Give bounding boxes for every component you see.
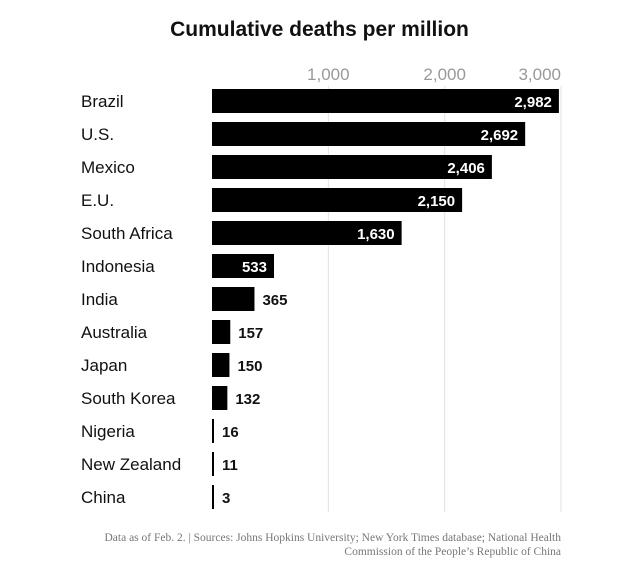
bar (212, 188, 463, 212)
category-label: South Africa (81, 224, 173, 243)
bar (212, 485, 214, 509)
value-label: 533 (242, 259, 267, 276)
x-tick-label: 2,000 (423, 65, 466, 84)
value-label: 1,630 (357, 226, 395, 243)
value-label: 11 (222, 457, 238, 474)
value-label: 2,150 (418, 193, 456, 210)
category-label: India (81, 290, 118, 309)
category-label: New Zealand (81, 455, 181, 474)
bar (212, 122, 526, 146)
value-label: 157 (238, 325, 263, 342)
bar (212, 254, 275, 278)
category-label: Indonesia (81, 257, 155, 276)
category-label: U.S. (81, 125, 114, 144)
category-label: Japan (81, 356, 127, 375)
bar (212, 287, 255, 311)
x-tick-label: 3,000 (518, 65, 561, 84)
bar (212, 89, 559, 113)
category-label: Mexico (81, 158, 135, 177)
bar (212, 155, 492, 179)
value-label: 132 (235, 391, 260, 408)
bar (212, 353, 230, 377)
source-note: Data as of Feb. 2. | Sources: Johns Hopk… (61, 531, 561, 559)
bar (212, 320, 231, 344)
value-label: 2,692 (481, 127, 519, 144)
source-note-line-2: Commission of the People’s Republic of C… (344, 546, 561, 558)
value-label: 365 (262, 292, 287, 309)
value-label: 2,982 (514, 94, 552, 111)
chart-title: Cumulative deaths per million (170, 18, 469, 41)
x-tick-label: 1,000 (307, 65, 350, 84)
bar (212, 419, 214, 443)
bar (212, 386, 228, 410)
bar (212, 221, 402, 245)
category-label: Australia (81, 323, 148, 342)
bar (212, 452, 214, 476)
value-label: 3 (222, 490, 230, 507)
source-note-line-1: Data as of Feb. 2. | Sources: Johns Hopk… (104, 532, 561, 544)
category-label: E.U. (81, 191, 114, 210)
category-label: Brazil (81, 92, 124, 111)
value-label: 150 (237, 358, 262, 375)
category-label: China (81, 488, 126, 507)
value-label: 16 (222, 424, 239, 441)
category-label: South Korea (81, 389, 176, 408)
value-label: 2,406 (447, 160, 485, 177)
category-label: Nigeria (81, 422, 135, 441)
